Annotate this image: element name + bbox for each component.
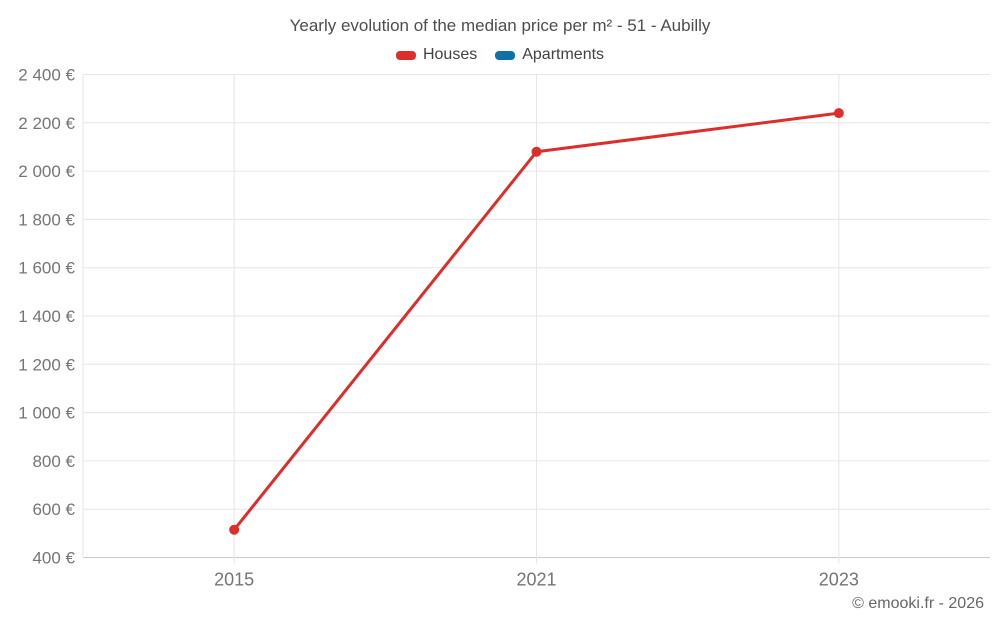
svg-text:1 400 €: 1 400 € <box>18 307 75 326</box>
svg-text:1 000 €: 1 000 € <box>18 404 75 423</box>
svg-text:2 000 €: 2 000 € <box>18 162 75 181</box>
svg-text:400 €: 400 € <box>32 549 75 568</box>
svg-text:1 600 €: 1 600 € <box>18 259 75 278</box>
chart-legend: Houses Apartments <box>0 46 1000 64</box>
svg-text:1 800 €: 1 800 € <box>18 210 75 229</box>
legend-item-apartments[interactable]: Apartments <box>495 46 604 64</box>
svg-text:2015: 2015 <box>214 570 254 590</box>
svg-text:2 200 €: 2 200 € <box>18 114 75 133</box>
svg-text:800 €: 800 € <box>32 452 75 471</box>
copyright-text: © emooki.fr - 2026 <box>852 595 984 612</box>
svg-text:600 €: 600 € <box>32 500 75 519</box>
svg-text:2023: 2023 <box>819 570 859 590</box>
svg-text:2 400 €: 2 400 € <box>18 66 75 85</box>
svg-text:2021: 2021 <box>516 570 556 590</box>
legend-item-houses[interactable]: Houses <box>395 46 478 64</box>
houses-legend-label: Houses <box>422 46 478 63</box>
chart-title: Yearly evolution of the median price per… <box>289 16 711 35</box>
apartments-legend-label: Apartments <box>522 46 605 63</box>
houses-series-swatch-icon <box>395 50 416 60</box>
svg-text:1 200 €: 1 200 € <box>18 355 75 374</box>
apartments-series-swatch-icon <box>495 50 516 60</box>
